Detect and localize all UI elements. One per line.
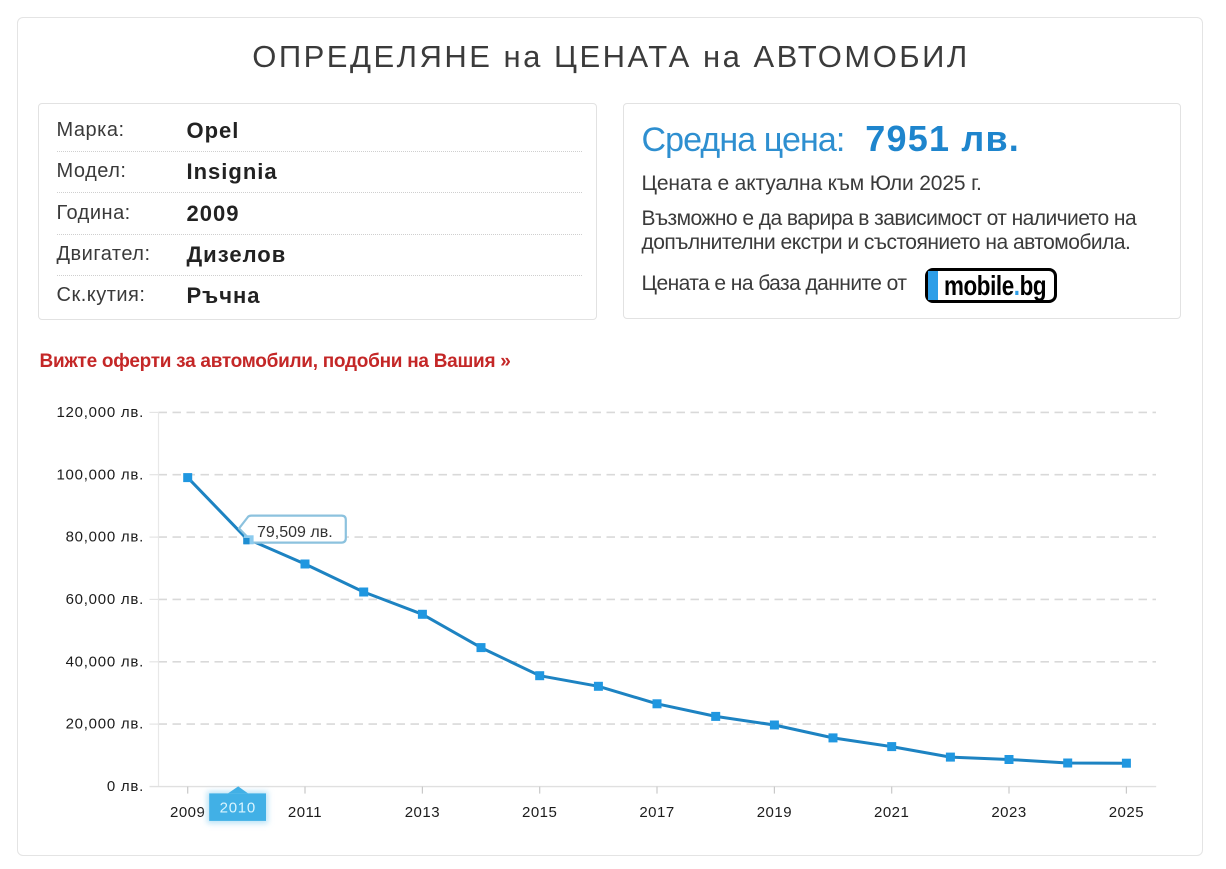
svg-text:2019: 2019: [757, 804, 792, 821]
svg-text:120,000 лв.: 120,000 лв.: [56, 404, 144, 421]
svg-text:2011: 2011: [288, 804, 322, 821]
svg-text:40,000 лв.: 40,000 лв.: [66, 653, 144, 670]
svg-text:20,000 лв.: 20,000 лв.: [66, 716, 144, 733]
svg-text:2025: 2025: [1109, 804, 1144, 821]
svg-text:2010: 2010: [220, 800, 256, 817]
svg-text:79,509 лв.: 79,509 лв.: [257, 524, 333, 541]
svg-text:2009: 2009: [170, 804, 205, 821]
svg-text:100,000 лв.: 100,000 лв.: [56, 466, 144, 483]
svg-text:0 лв.: 0 лв.: [107, 778, 144, 795]
svg-text:2023: 2023: [991, 804, 1026, 821]
svg-text:2017: 2017: [639, 804, 674, 821]
svg-text:2021: 2021: [874, 804, 909, 821]
svg-text:2013: 2013: [405, 804, 440, 821]
svg-text:60,000 лв.: 60,000 лв.: [66, 591, 144, 608]
svg-text:2015: 2015: [522, 804, 557, 821]
svg-text:80,000 лв.: 80,000 лв.: [66, 529, 144, 546]
